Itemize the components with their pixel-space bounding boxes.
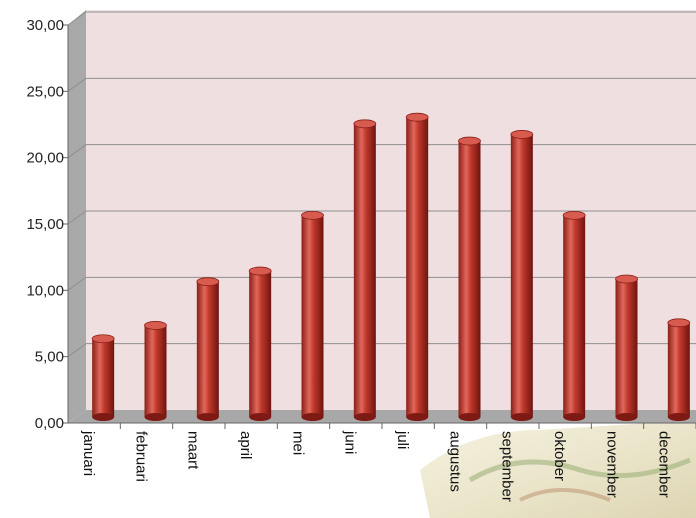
bar-body: [510, 134, 533, 418]
bar-top: [196, 277, 220, 287]
y-tick-label: 15,00: [26, 216, 64, 233]
y-tick-label: 10,00: [26, 282, 64, 299]
bar-base: [144, 413, 167, 421]
x-tick-label: augustus: [446, 431, 463, 492]
bar-body: [249, 271, 272, 417]
bar-body: [92, 338, 115, 417]
bar-base: [510, 413, 533, 421]
x-axis: januari februari maart april mei juni juli augu…: [80, 423, 696, 502]
bar-top: [353, 119, 377, 129]
x-tick-label: november: [603, 431, 620, 498]
bar-body: [667, 322, 690, 417]
bar-body: [615, 279, 638, 417]
bar-body: [353, 123, 376, 417]
bar-februari: [144, 321, 167, 421]
bar-base: [196, 413, 219, 421]
back-wall: [86, 10, 696, 410]
bar-base: [615, 413, 638, 421]
bar-body: [144, 325, 167, 417]
x-tick-label: juli: [394, 430, 411, 449]
bar-top: [91, 334, 115, 344]
chart-floor: [68, 410, 696, 423]
x-tick-label: oktober: [551, 431, 568, 481]
bar-base: [353, 413, 376, 421]
bar-base: [406, 413, 429, 421]
bar-top: [510, 130, 534, 139]
bar-top: [301, 210, 324, 220]
y-axis: 0,00 5,00 10,00 15,00 20,00 25,00 30,00: [26, 17, 68, 432]
bar-base: [563, 413, 586, 421]
bar-body: [458, 141, 481, 417]
bar-juli: [405, 112, 429, 421]
bar-april: [248, 266, 272, 421]
bar-november: [615, 274, 638, 421]
bar-top: [144, 321, 167, 330]
x-tick-label: september: [499, 431, 516, 502]
x-tick-label: januari: [80, 430, 97, 476]
bars: [91, 112, 691, 421]
bar-top: [562, 210, 586, 220]
side-wall: [68, 10, 86, 423]
y-tick-label: 20,00: [26, 150, 64, 167]
bar-top: [615, 274, 638, 284]
bar-maart: [196, 277, 220, 421]
bar-oktober: [562, 210, 586, 421]
x-tick-label: februari: [132, 431, 149, 482]
y-tick-label: 25,00: [26, 83, 64, 100]
bar-base: [667, 413, 690, 421]
bar-base: [92, 413, 115, 421]
bar-body: [563, 215, 586, 417]
bar-september: [510, 130, 534, 421]
gridline: [67, 77, 696, 92]
bar-top: [405, 112, 429, 122]
gridline: [67, 144, 696, 159]
bar-juni: [353, 119, 377, 421]
bar-body: [301, 215, 324, 417]
x-tick-label: maart: [185, 431, 202, 470]
bar-top: [458, 136, 481, 146]
x-tick-label: april: [237, 431, 254, 459]
y-tick-label: 0,00: [35, 415, 64, 432]
bar-mei: [301, 210, 324, 421]
gridlines: [67, 11, 696, 358]
gridline: [67, 343, 696, 358]
bar-body: [196, 281, 219, 417]
x-tick-label: juni: [342, 430, 359, 454]
bar-top: [248, 266, 272, 276]
bar-top: [667, 318, 691, 328]
bar-base: [249, 413, 272, 421]
y-tick-label: 5,00: [35, 349, 64, 366]
bar-base: [301, 413, 324, 421]
gridline: [67, 210, 696, 225]
y-tick-label: 30,00: [26, 17, 64, 34]
gridline: [67, 276, 696, 291]
bar-base: [458, 413, 481, 421]
gridline: [67, 11, 696, 26]
x-tick-label: mei: [289, 431, 306, 455]
x-tick-label: december: [656, 431, 673, 498]
bar-augustus: [458, 136, 481, 421]
background-decoration: [420, 420, 696, 518]
bar-januari: [91, 334, 115, 421]
bar-december: [667, 318, 691, 421]
bar-body: [406, 117, 429, 417]
